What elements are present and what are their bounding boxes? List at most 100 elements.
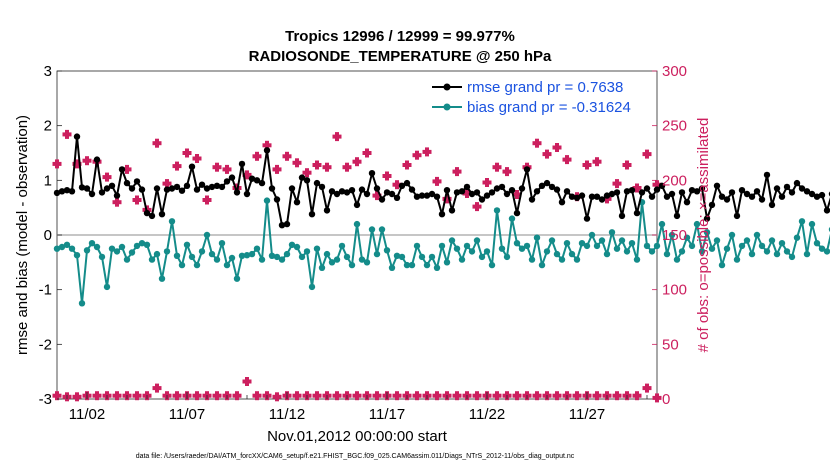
rmse-point [193,186,201,193]
y-right-tick-label: 100 [662,282,687,299]
obs-assimilated-marker [332,391,342,401]
bias-point [228,254,236,262]
rmse-point [158,211,166,218]
bias-point [498,245,506,252]
rmse-point [213,182,221,189]
bias-point [768,237,776,244]
bias-point [453,245,461,252]
rmse-point [673,212,681,220]
rmse-point [583,215,591,222]
rmse-point [693,188,701,195]
rmse-point [173,183,181,191]
obs-assimilated-marker [572,391,582,401]
bias-point [428,253,436,261]
rmse-point [538,182,546,189]
obs-possible-marker [262,140,272,150]
rmse-point [678,189,686,196]
rmse-point [308,211,316,218]
rmse-point [248,175,256,182]
y-right-tick-label: 200 [662,172,687,189]
bias-point [323,250,331,258]
rmse-point [428,190,436,198]
bias-point [243,252,251,259]
obs-assimilated-marker [352,391,362,401]
rmse-point [513,209,521,217]
obs-possible-marker [402,160,412,170]
bias-point [178,261,186,269]
rmse-point [823,207,830,214]
bias-point [698,248,706,255]
rmse-point [493,185,501,192]
rmse-point [88,190,96,198]
obs-possible-marker [62,129,72,139]
bias-point [523,242,531,250]
rmse-point [483,192,491,199]
rmse-point [203,185,211,192]
y-left-tick-label: 2 [44,118,52,135]
rmse-point [758,196,766,203]
y-left-tick-label: 0 [44,227,52,244]
obs-possible-marker [372,191,382,201]
bias-point [653,242,661,250]
x-axis-label: Nov.01,2012 00:00:00 start [267,428,448,445]
bias-point [658,220,666,228]
rmse-point [273,196,281,203]
rmse-point [98,189,106,196]
rmse-point [303,177,311,184]
bias-point [803,250,811,258]
bias-point [413,242,421,250]
y-left-tick-label: -2 [39,336,52,353]
bias-point [533,234,541,241]
obs-possible-marker [352,157,362,167]
bias-point [418,253,426,261]
y-right-tick-label: 50 [662,336,679,353]
rmse-point [153,185,161,192]
bias-point [128,249,136,256]
bias-point [218,240,226,247]
bias-point [203,231,211,239]
bias-point [748,250,756,258]
bias-point [123,256,131,263]
obs-assimilated-marker [212,391,222,401]
bias-point [553,250,561,258]
rmse-point [418,192,426,199]
y-left-tick-label: -1 [39,282,52,299]
rmse-point [598,196,606,203]
rmse-point [333,190,341,198]
bias-point [718,261,726,269]
rmse-point [228,174,236,181]
rmse-point [553,186,561,193]
x-tick-label: 11/17 [369,406,405,423]
rmse-point [713,182,721,189]
rmse-point [793,179,801,187]
obs-possible-marker [242,170,252,180]
bias-point [383,247,391,254]
rmse-point [313,179,321,187]
rmse-point [788,189,796,196]
rmse-point [243,190,251,198]
rmse-point [668,190,676,198]
obs-assimilated-marker [592,391,602,401]
bias-point [263,197,271,204]
rmse-point [433,193,441,200]
bias-point [448,237,456,244]
rmse-point [63,187,71,194]
obs-assimilated-marker [272,392,282,402]
obs-possible-marker [132,195,142,205]
rmse-point [763,171,771,179]
bias-point [603,250,611,258]
obs-possible-marker [52,159,62,169]
bias-point [318,264,326,271]
bias-point [633,256,641,263]
bias-point [78,300,86,307]
obs-assimilated-marker [232,391,242,401]
bias-point [398,253,406,261]
obs-assimilated-marker [292,391,302,401]
rmse-point [438,211,446,218]
bias-point [508,215,516,222]
bias-point [293,243,301,251]
y-right-tick-label: 150 [662,227,687,244]
bias-point [148,256,156,263]
obs-possible-marker [172,161,182,171]
bias-point [588,231,596,239]
